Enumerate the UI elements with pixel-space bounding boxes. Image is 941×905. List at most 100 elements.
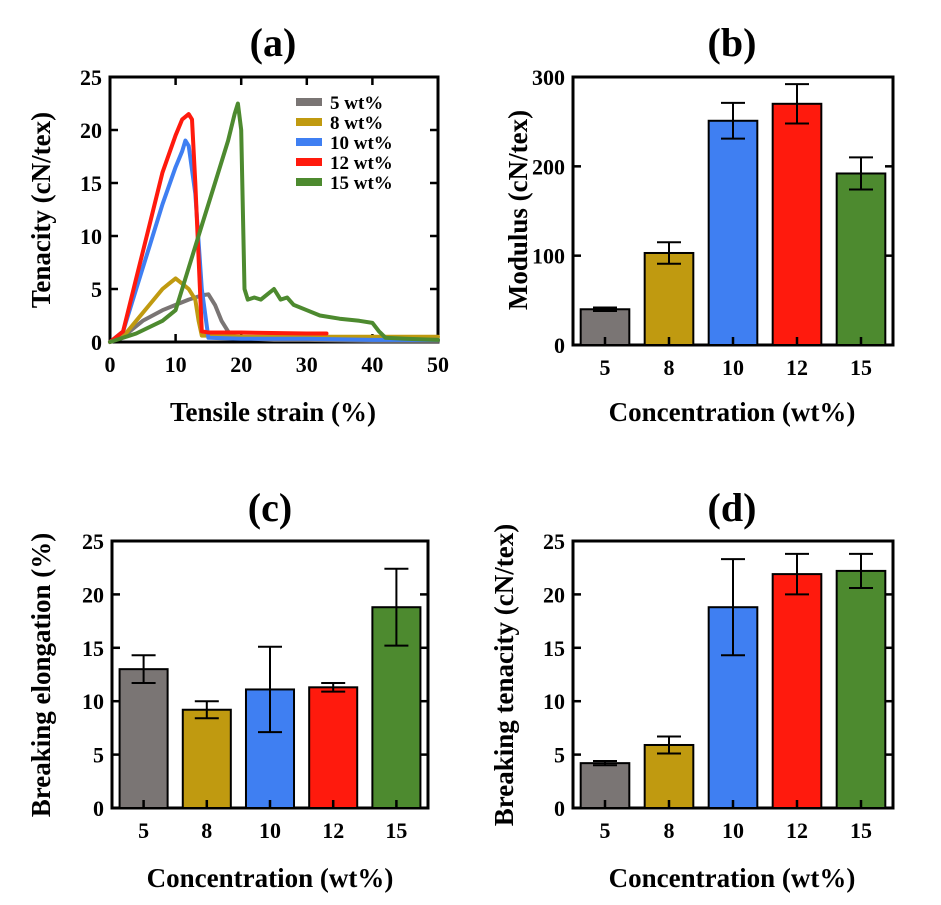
series-line-15wt [108,101,440,344]
y-tick-label: 25 [543,529,565,554]
x-tick-label: 5 [138,818,149,843]
panel-a-frame [108,75,440,344]
y-tick-label: 100 [532,244,565,269]
x-tick-label: 15 [850,355,872,380]
y-tick-label: 20 [80,118,102,143]
x-tick-label: 40 [361,352,383,377]
error-bar-5wt [593,760,617,767]
panel-c-xlabel: Concentration (wt%) [147,863,394,893]
panel-d-xlabel: Concentration (wt%) [609,863,856,893]
error-bar-8wt [657,241,681,265]
x-tick-label: 50 [427,352,449,377]
error-bar-5wt [131,654,156,685]
y-tick-label: 15 [543,636,565,661]
series-line-12wt [108,112,329,344]
x-tick-label: 10 [259,818,281,843]
bar-8wt [643,251,695,346]
x-tick-label: 30 [296,352,318,377]
error-bar-10wt [721,101,745,140]
x-tick-label: 5 [600,355,611,380]
x-tick-label: 15 [385,818,407,843]
panel-b: (b) Concentration (wt%) Modulus (cN/tex)… [503,20,895,427]
y-tick-label: 0 [554,796,565,821]
bar-15wt [835,569,887,809]
panel-c-plot-area: 0 5 10 15 20 25 5 8 10 12 15 [82,529,430,843]
error-bar-15wt [384,567,409,647]
y-tick-label: 25 [82,529,104,554]
bar-12wt [771,102,823,346]
panel-a-xlabel: Tensile strain (%) [170,397,376,427]
panel-b-xlabel: Concentration (wt%) [609,397,856,427]
series-line-10wt [108,138,440,344]
legend-label: 15 wt% [330,173,393,194]
panel-d-plot-area: 0 5 10 15 20 25 5 8 10 12 15 [543,529,895,843]
y-tick-label: 25 [80,65,102,90]
error-bar-12wt [321,682,346,693]
error-bar-15wt [849,552,873,589]
bar-12wt [308,686,359,809]
bar-15wt [835,172,887,346]
y-tick-label: 15 [80,171,102,196]
y-tick-label: 0 [91,330,102,355]
legend-label: 10 wt% [330,133,393,154]
x-tick-label: 10 [165,352,187,377]
error-bar-8wt [657,735,681,755]
x-tick-label: 8 [664,818,675,843]
x-tick-label: 12 [786,355,808,380]
y-tick-label: 15 [82,636,104,661]
panel-b-ylabel: Modulus (cN/tex) [503,110,533,310]
x-tick-label: 5 [600,818,611,843]
y-tick-label: 5 [93,743,104,768]
x-tick-label: 15 [850,818,872,843]
y-tick-label: 20 [82,582,104,607]
series-line-8wt [108,276,440,344]
panel-a: (a) Tensile strain (%) Tenacity (cN/tex)… [26,20,449,427]
x-tick-label: 8 [664,355,675,380]
panel-a-title: (a) [250,20,297,65]
y-tick-label: 10 [82,689,104,714]
error-bar-10wt [258,645,282,734]
panel-b-plot-area: 0 100 200 300 5 8 10 12 15 [532,65,895,380]
legend-label: 12 wt% [330,153,393,174]
panel-a-plot-area: 0 5 10 15 20 25 0 10 20 30 40 50 [80,65,449,377]
x-tick-label: 10 [722,355,744,380]
panel-c: (c) Concentration (wt%) Breaking elongat… [26,485,430,893]
x-tick-label: 12 [786,818,808,843]
panel-a-legend: 5 wt%8 wt%10 wt%12 wt%15 wt% [296,93,393,194]
y-tick-label: 0 [554,333,565,358]
error-bar-12wt [785,83,809,125]
panel-d: (d) Concentration (wt%) Breaking tenacit… [489,485,895,893]
panel-d-ylabel: Breaking tenacity (cN/tex) [489,524,519,826]
error-bar-15wt [849,156,873,191]
y-tick-label: 300 [532,65,565,90]
panel-c-title: (c) [248,485,292,530]
y-tick-label: 10 [80,224,102,249]
bar-8wt [643,743,695,809]
y-tick-label: 5 [554,743,565,768]
panel-b-title: (b) [708,20,757,65]
bar-5wt [118,668,169,809]
error-bar-10wt [721,558,745,657]
x-tick-label: 12 [322,818,344,843]
x-tick-label: 8 [201,818,212,843]
panel-a-ylabel: Tenacity (cN/tex) [26,112,56,308]
panel-d-title: (d) [708,485,757,530]
legend-label: 8 wt% [330,113,383,134]
x-tick-label: 20 [230,352,252,377]
error-bar-5wt [593,306,617,313]
panel-c-ylabel: Breaking elongation (%) [26,533,56,818]
error-bar-8wt [194,700,219,720]
bar-8wt [181,708,232,810]
error-bar-12wt [785,552,809,596]
legend-label: 5 wt% [330,93,383,114]
y-tick-label: 20 [543,582,565,607]
y-tick-label: 0 [93,796,104,821]
y-tick-label: 5 [91,277,102,302]
bar-12wt [771,573,823,809]
y-tick-label: 10 [543,689,565,714]
x-tick-label: 10 [722,818,744,843]
x-tick-label: 0 [105,352,116,377]
y-tick-label: 200 [532,154,565,179]
bar-10wt [707,119,759,346]
